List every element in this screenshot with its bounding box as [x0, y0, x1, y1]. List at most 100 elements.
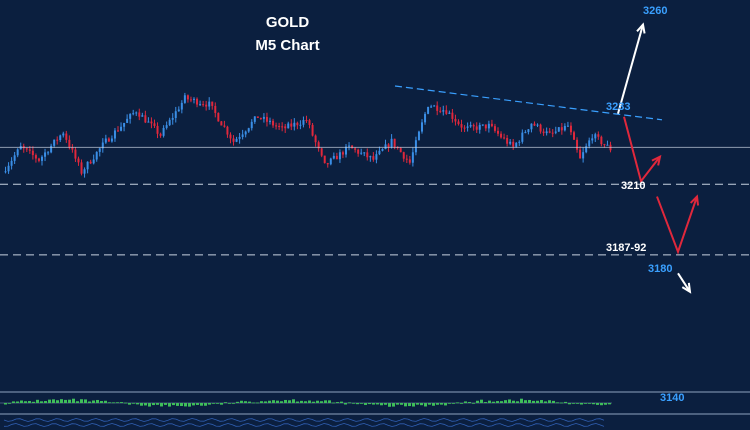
descending-trendline — [394, 85, 663, 121]
candle-body — [451, 112, 454, 119]
candle-body — [506, 137, 509, 144]
candle-body — [214, 105, 217, 113]
candle-body — [417, 131, 420, 141]
oscillator-bar — [8, 403, 11, 404]
projection-arrows-group — [617, 22, 700, 294]
candle-body — [372, 156, 375, 160]
oscillator-bar — [308, 400, 311, 403]
candle-body — [314, 135, 317, 143]
oscillator-bar — [92, 400, 95, 403]
oscillator-bar — [196, 403, 199, 405]
oscillator-bar — [80, 399, 83, 403]
oscillator-bar — [164, 403, 167, 405]
candle-body — [247, 128, 250, 132]
oscillator-bar — [76, 401, 79, 403]
oscillator-bar — [376, 403, 379, 405]
candle-body — [71, 147, 74, 150]
projection-arrowhead-1 — [651, 154, 662, 166]
oscillator-bar — [256, 402, 259, 404]
oscillator-bar — [512, 400, 515, 403]
candle-body — [65, 133, 68, 140]
candle-body — [107, 138, 110, 142]
oscillator-bar — [472, 402, 475, 404]
candle-body — [317, 142, 320, 149]
oscillator-bar — [248, 401, 251, 403]
oscillator-bar — [272, 400, 275, 403]
oscillator-bar — [596, 403, 599, 405]
oscillator-bar — [84, 399, 87, 403]
oscillator-bar — [520, 398, 523, 403]
candle-body — [548, 131, 551, 133]
candle-body — [28, 149, 31, 151]
candle-body — [253, 116, 256, 122]
candle-body — [205, 104, 208, 107]
candle-body — [576, 139, 579, 150]
candlestick-group — [4, 92, 612, 178]
candle-body — [563, 125, 566, 131]
oscillator-bar — [372, 403, 375, 405]
candle-body — [217, 112, 220, 122]
candle-body — [183, 95, 186, 103]
oscillator-bar — [500, 401, 503, 403]
candle-body — [259, 117, 262, 119]
oscillator-bar — [576, 403, 579, 404]
oscillator-bar — [580, 403, 583, 405]
oscillator-bar — [280, 401, 283, 403]
oscillator-bar — [32, 401, 35, 403]
candle-body — [478, 124, 481, 130]
candle-body — [360, 152, 363, 154]
oscillator-bar — [568, 403, 571, 405]
oscillator-bar — [268, 400, 271, 403]
oscillator-bar — [360, 403, 363, 404]
candle-body — [95, 151, 98, 160]
candle-body — [284, 126, 287, 129]
oscillator-bar — [48, 399, 51, 403]
candle-body — [573, 132, 575, 140]
candle-body — [147, 121, 150, 123]
oscillator-bar — [532, 400, 535, 403]
candle-body — [113, 130, 116, 139]
oscillator-signal-line — [3, 418, 605, 422]
candle-body — [445, 110, 448, 114]
trendline-group — [394, 85, 663, 121]
candle-body — [539, 124, 542, 132]
candle-body — [117, 130, 119, 132]
candle-body — [104, 138, 107, 143]
oscillator-bar — [516, 401, 519, 403]
candle-body — [399, 148, 402, 153]
candle-body — [405, 158, 408, 160]
oscillator-bar — [316, 400, 319, 403]
oscillator-bar — [604, 403, 607, 405]
oscillator-bar — [368, 403, 371, 405]
oscillator-bar — [240, 400, 243, 403]
projection-arrowhead-4 — [681, 282, 692, 294]
candle-body — [469, 125, 472, 127]
oscillator-bar — [528, 399, 531, 403]
oscillator-bar — [244, 401, 247, 403]
candle-body — [487, 123, 490, 129]
support-label-3210: 3210 — [621, 180, 646, 193]
candle-body — [509, 141, 512, 144]
oscillator-bar — [88, 401, 91, 403]
oscillator-bar — [220, 403, 223, 405]
candle-body — [329, 158, 332, 165]
candle-body — [603, 144, 606, 146]
oscillator-bar — [484, 402, 487, 403]
candle-body — [414, 140, 417, 153]
oscillator-bar — [412, 403, 415, 407]
candle-body — [189, 99, 192, 101]
oscillator-bar — [408, 403, 411, 407]
candle-body — [466, 126, 469, 128]
oscillator-bar — [148, 403, 151, 407]
candle-body — [229, 134, 232, 139]
oscillator-bar — [320, 401, 323, 403]
candle-body — [503, 137, 506, 139]
candle-body — [320, 148, 323, 156]
candle-body — [481, 124, 484, 126]
oscillator-signal-line — [3, 423, 605, 427]
candle-body — [262, 116, 265, 119]
candle-body — [545, 131, 548, 134]
oscillator-bar — [176, 403, 179, 406]
oscillator-bar — [180, 403, 183, 407]
